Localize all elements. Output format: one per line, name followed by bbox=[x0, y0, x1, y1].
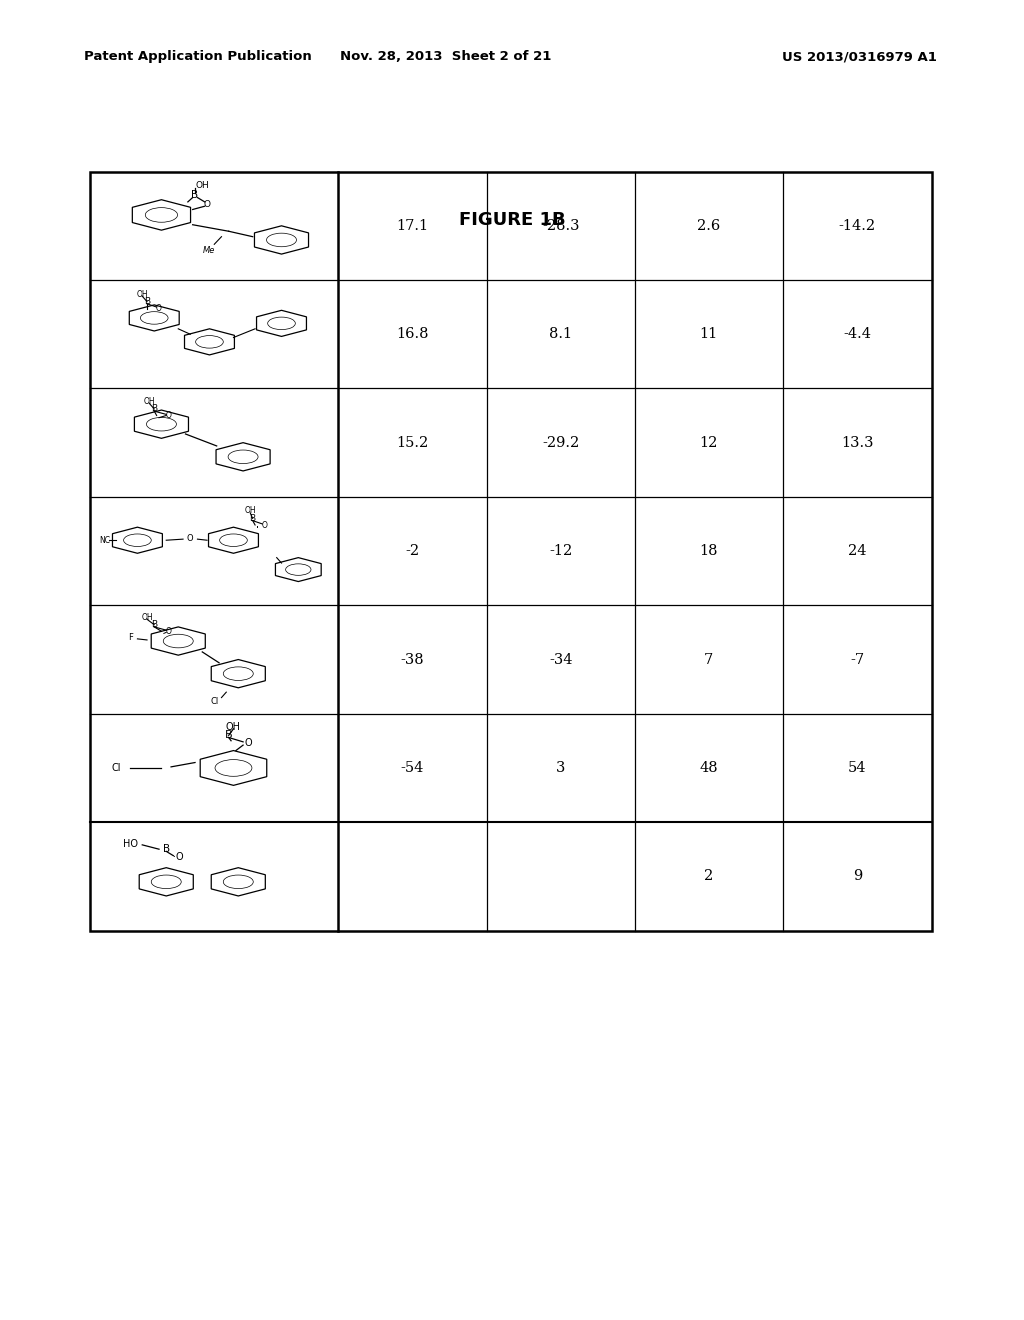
Text: 2.6: 2.6 bbox=[697, 219, 721, 232]
Text: -4.4: -4.4 bbox=[844, 327, 871, 342]
Text: -12: -12 bbox=[549, 544, 572, 558]
Text: -29.2: -29.2 bbox=[542, 436, 580, 450]
Text: US 2013/0316979 A1: US 2013/0316979 A1 bbox=[782, 50, 937, 63]
Text: Patent Application Publication: Patent Application Publication bbox=[84, 50, 311, 63]
Text: 54: 54 bbox=[848, 760, 866, 775]
Text: 11: 11 bbox=[699, 327, 718, 342]
Text: 15.2: 15.2 bbox=[396, 436, 429, 450]
Text: 2: 2 bbox=[705, 870, 714, 883]
Text: 18: 18 bbox=[699, 544, 718, 558]
Text: 16.8: 16.8 bbox=[396, 327, 429, 342]
Bar bbox=[90, 172, 932, 931]
Text: 24: 24 bbox=[848, 544, 866, 558]
Text: -14.2: -14.2 bbox=[839, 219, 876, 232]
Text: 3: 3 bbox=[556, 760, 565, 775]
Text: -28.3: -28.3 bbox=[542, 219, 580, 232]
Text: 9: 9 bbox=[853, 870, 862, 883]
Text: -54: -54 bbox=[400, 760, 424, 775]
Text: Nov. 28, 2013  Sheet 2 of 21: Nov. 28, 2013 Sheet 2 of 21 bbox=[340, 50, 551, 63]
Text: -7: -7 bbox=[850, 652, 864, 667]
Text: -2: -2 bbox=[406, 544, 420, 558]
Text: 13.3: 13.3 bbox=[841, 436, 873, 450]
Text: 8.1: 8.1 bbox=[549, 327, 572, 342]
Text: 12: 12 bbox=[699, 436, 718, 450]
Text: FIGURE 1B: FIGURE 1B bbox=[459, 211, 565, 230]
Text: 7: 7 bbox=[705, 652, 714, 667]
Text: -38: -38 bbox=[400, 652, 424, 667]
Text: 48: 48 bbox=[699, 760, 718, 775]
Text: 17.1: 17.1 bbox=[396, 219, 429, 232]
Text: -34: -34 bbox=[549, 652, 572, 667]
